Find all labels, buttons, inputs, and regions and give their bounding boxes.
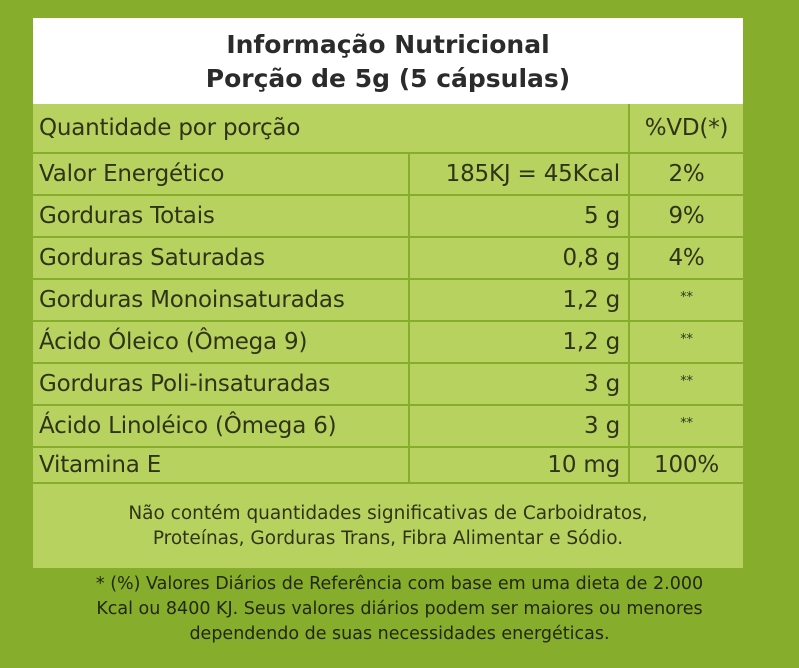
row-amount: 1,2 g <box>410 322 628 362</box>
footnote-line: Kcal ou 8400 KJ. Seus valores diários po… <box>96 599 703 619</box>
header-vd-label: %VD(*) <box>630 104 743 152</box>
row-vd: ** <box>630 406 743 446</box>
nutrition-title: Informação Nutricional Porção de 5g (5 c… <box>33 18 743 104</box>
nutrition-table: Quantidade por porção %VD(*) Valor Energ… <box>33 104 743 568</box>
serving-size-heading: Porção de 5g (5 cápsulas) <box>205 64 571 93</box>
row-name: Ácido Óleico (Ômega 9) <box>33 322 408 362</box>
row-name: Gorduras Monoinsaturadas <box>33 280 408 320</box>
row-vd: 9% <box>630 196 743 236</box>
note-line: Proteínas, Gorduras Trans, Fibra Aliment… <box>152 528 624 549</box>
row-name: Vitamina E <box>33 448 408 482</box>
nutrition-title-heading: Informação Nutricional <box>226 30 550 59</box>
row-vd: 100% <box>630 448 743 482</box>
note-line: Não contém quantidades significativas de… <box>128 503 648 524</box>
row-vd: 2% <box>630 154 743 194</box>
nutrition-facts-panel: Informação Nutricional Porção de 5g (5 c… <box>33 18 743 568</box>
header-quantity-label: Quantidade por porção <box>33 104 628 152</box>
daily-values-footnote: * (%) Valores Diários de Referência com … <box>0 572 799 647</box>
row-amount: 1,2 g <box>410 280 628 320</box>
row-amount: 0,8 g <box>410 238 628 278</box>
footnote-line: * (%) Valores Diários de Referência com … <box>95 574 704 594</box>
row-name: Valor Energético <box>33 154 408 194</box>
row-name: Gorduras Poli-insaturadas <box>33 364 408 404</box>
row-amount: 185KJ = 45Kcal <box>410 154 628 194</box>
row-vd: ** <box>630 364 743 404</box>
not-significant-note: Não contém quantidades significativas de… <box>33 484 743 568</box>
row-amount: 10 mg <box>410 448 628 482</box>
row-amount: 3 g <box>410 406 628 446</box>
row-vd: ** <box>630 322 743 362</box>
row-vd: 4% <box>630 238 743 278</box>
row-name: Gorduras Totais <box>33 196 408 236</box>
row-amount: 3 g <box>410 364 628 404</box>
row-name: Ácido Linoléico (Ômega 6) <box>33 406 408 446</box>
footnote-line: dependendo de suas necessidades energéti… <box>189 624 610 644</box>
row-amount: 5 g <box>410 196 628 236</box>
row-name: Gorduras Saturadas <box>33 238 408 278</box>
row-vd: ** <box>630 280 743 320</box>
